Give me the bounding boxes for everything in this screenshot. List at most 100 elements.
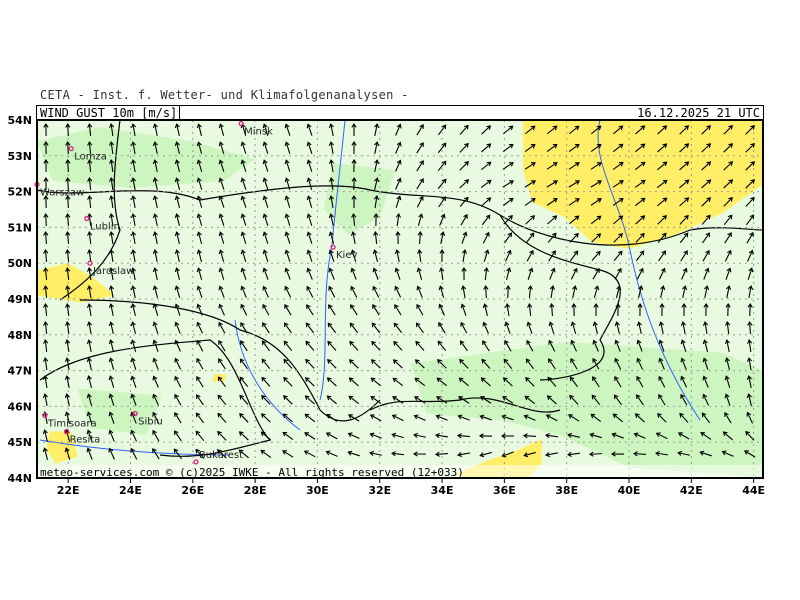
wind-arrow <box>174 375 182 388</box>
wind-arrow <box>351 194 357 209</box>
wind-arrow <box>395 230 401 245</box>
lat-tick-label: 53N <box>7 150 32 163</box>
wind-arrow <box>65 158 71 173</box>
wind-arrow <box>724 249 732 262</box>
wind-arrow <box>239 358 248 370</box>
wind-arrow <box>43 140 49 155</box>
wind-arrow <box>196 339 204 352</box>
wind-arrow <box>86 375 92 388</box>
city-label: Sibiu <box>138 417 163 428</box>
light-wind-area <box>37 127 256 189</box>
wind-arrow <box>262 267 269 280</box>
wind-arrow <box>284 177 291 190</box>
wind-arrow <box>440 231 446 244</box>
wind-arrow <box>130 231 137 245</box>
wind-arrow <box>610 451 625 457</box>
city-label: Kiev <box>336 250 357 261</box>
lon-tick-label: 26E <box>181 484 204 497</box>
wind-arrow <box>701 197 712 207</box>
wind-arrow <box>325 450 338 457</box>
wind-arrow <box>240 340 248 352</box>
lon-tick-label: 30E <box>306 484 329 497</box>
wind-arrow <box>392 377 404 387</box>
wind-arrow <box>723 161 734 171</box>
wind-arrow <box>109 195 115 209</box>
wind-arrow <box>658 394 666 406</box>
wind-arrow <box>437 178 447 189</box>
wind-arrow <box>570 267 578 280</box>
wind-arrow <box>218 339 226 352</box>
wind-arrow <box>196 195 203 208</box>
wind-arrow <box>479 414 492 421</box>
wind-arrow <box>369 432 382 439</box>
wind-arrow <box>636 321 642 334</box>
wind-arrow <box>680 357 687 370</box>
wind-arrow <box>351 140 357 155</box>
wind-arrow <box>394 267 401 280</box>
wind-arrow <box>703 267 710 280</box>
wind-arrow <box>527 285 533 299</box>
lat-tick-label: 50N <box>7 257 32 270</box>
wind-arrow <box>746 393 752 406</box>
wind-arrow <box>572 285 578 298</box>
wind-arrow <box>460 321 468 334</box>
wind-arrow <box>460 303 467 316</box>
wind-arrow <box>328 267 335 280</box>
wind-arrow <box>723 179 734 189</box>
wind-arrow <box>502 180 515 188</box>
wind-arrow <box>196 231 203 244</box>
wind-arrow <box>483 267 489 281</box>
wind-arrow <box>655 451 669 457</box>
wind-arrow <box>415 322 424 334</box>
wind-arrow <box>725 267 732 280</box>
wind-arrow <box>660 285 666 298</box>
wind-arrow <box>459 142 469 153</box>
wind-arrow <box>108 447 115 460</box>
wind-arrow <box>679 161 690 171</box>
wind-arrow <box>130 375 137 388</box>
wind-arrow <box>724 411 732 424</box>
city-marker <box>68 145 74 152</box>
wind-arrow <box>522 433 537 439</box>
wind-arrow <box>283 340 293 352</box>
wind-arrow <box>196 303 203 316</box>
wind-arrow <box>745 143 755 153</box>
wind-arrow <box>590 215 602 225</box>
wind-arrow <box>569 250 579 262</box>
wind-arrow <box>239 412 249 423</box>
wind-arrow <box>724 357 730 370</box>
wind-arrow <box>461 231 468 244</box>
wind-arrow <box>65 122 71 137</box>
wind-arrow <box>500 433 515 439</box>
wind-arrow <box>371 340 381 351</box>
city-marker <box>132 410 138 417</box>
wind-arrow <box>395 141 402 154</box>
gust-area-yellow <box>46 431 78 464</box>
wind-arrow <box>303 450 316 458</box>
wind-arrow <box>723 214 733 226</box>
wind-arrow <box>436 377 448 387</box>
wind-arrow <box>328 141 335 154</box>
wind-arrow <box>701 214 711 225</box>
wind-arrow <box>87 141 93 155</box>
wind-arrow <box>747 285 754 299</box>
wind-arrow <box>546 395 557 405</box>
wind-arrow <box>196 141 203 154</box>
wind-arrow <box>174 357 182 370</box>
wind-arrow <box>65 212 71 227</box>
wind-arrow <box>679 125 690 135</box>
wind-arrow <box>523 414 536 421</box>
wind-arrow <box>174 267 180 280</box>
wind-arrow <box>240 195 247 208</box>
wind-arrow <box>525 376 535 387</box>
wind-arrow <box>743 450 756 458</box>
wind-arrow <box>348 359 359 369</box>
wind-arrow <box>394 285 402 298</box>
wind-arrow <box>218 141 225 154</box>
wind-arrow <box>415 340 425 351</box>
wind-arrow <box>349 340 359 351</box>
wind-arrow <box>504 232 512 244</box>
wind-arrow <box>130 213 137 227</box>
wind-arrow <box>87 195 93 209</box>
lat-tick-label: 51N <box>7 221 32 234</box>
